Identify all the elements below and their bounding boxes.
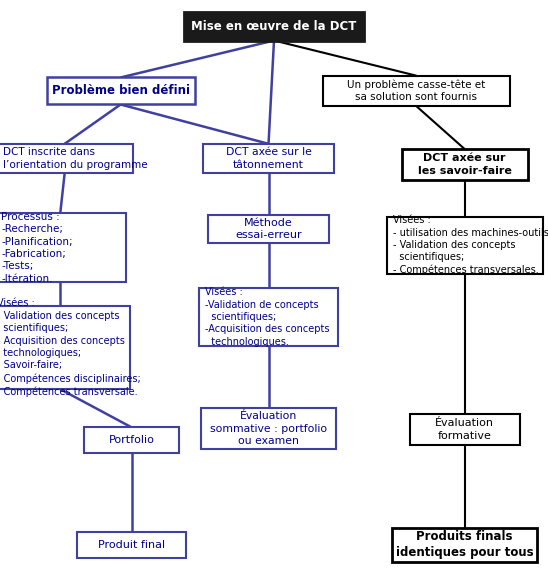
Text: Méthode
essai-erreur: Méthode essai-erreur: [235, 218, 302, 240]
FancyBboxPatch shape: [203, 144, 334, 173]
Text: Évaluation
formative: Évaluation formative: [435, 419, 494, 441]
Text: DCT axée sur
les savoir-faire: DCT axée sur les savoir-faire: [418, 153, 512, 176]
Text: Produit final: Produit final: [98, 539, 165, 550]
FancyBboxPatch shape: [392, 528, 537, 562]
FancyBboxPatch shape: [77, 532, 186, 558]
Text: Évaluation
sommative : portfolio
ou examen: Évaluation sommative : portfolio ou exam…: [210, 411, 327, 446]
Text: Portfolio: Portfolio: [109, 435, 155, 446]
FancyBboxPatch shape: [387, 217, 543, 274]
FancyBboxPatch shape: [410, 414, 520, 445]
Text: Mise en œuvre de la DCT: Mise en œuvre de la DCT: [191, 20, 357, 33]
FancyBboxPatch shape: [0, 306, 130, 389]
Text: Visées :
- Validation des concepts
  scientifiques;
- Acquisition des concepts
 : Visées : - Validation des concepts scien…: [0, 298, 141, 397]
Text: Un problème casse-tête et
sa solution sont fournis: Un problème casse-tête et sa solution so…: [347, 79, 486, 103]
Text: Visées :
-Validation de concepts
  scientifiques;
-Acquisition des concepts
  te: Visées : -Validation de concepts scienti…: [205, 287, 330, 347]
Text: Produits finals
identiques pour tous: Produits finals identiques pour tous: [396, 530, 534, 559]
FancyBboxPatch shape: [402, 149, 528, 180]
FancyBboxPatch shape: [198, 288, 338, 346]
FancyBboxPatch shape: [47, 77, 195, 104]
Text: Processus :
-Recherche;
-Planification;
-Fabrication;
-Tests;
-Itération.: Processus : -Recherche; -Planification; …: [1, 212, 73, 284]
Text: Problème bien défini: Problème bien défini: [52, 85, 190, 97]
FancyBboxPatch shape: [0, 144, 133, 173]
FancyBboxPatch shape: [201, 408, 335, 449]
Text: DCT axée sur le
tâtonnement: DCT axée sur le tâtonnement: [226, 147, 311, 170]
FancyBboxPatch shape: [184, 12, 364, 41]
FancyBboxPatch shape: [323, 76, 510, 106]
Text: DCT inscrite dans
l’orientation du programme: DCT inscrite dans l’orientation du progr…: [3, 147, 147, 170]
Text: Visées :
- utilisation des machines-outils;
- Validation des concepts
  scientif: Visées : - utilisation des machines-outi…: [393, 215, 548, 275]
FancyBboxPatch shape: [83, 427, 180, 453]
FancyBboxPatch shape: [208, 215, 329, 243]
FancyBboxPatch shape: [0, 213, 126, 282]
